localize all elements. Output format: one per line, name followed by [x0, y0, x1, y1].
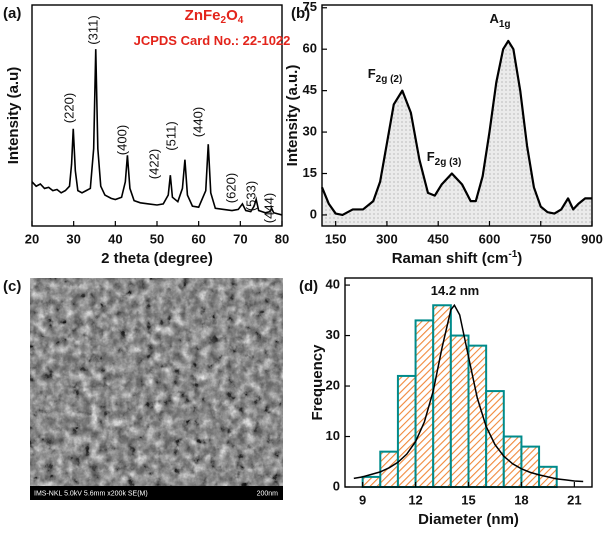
- x-tick-label: 12: [408, 492, 422, 507]
- annotation: F2g (3): [427, 149, 462, 167]
- annotation: 14.2 nm: [431, 283, 479, 298]
- y-tick-label: 30: [326, 327, 340, 342]
- y-axis-title: Intensity (a.u.): [284, 65, 301, 167]
- area-fill: [322, 40, 592, 226]
- text-part: 4: [238, 15, 244, 26]
- histogram-bar: [379, 450, 399, 488]
- histogram-bar: [432, 304, 452, 488]
- sem-caption: IMS-NKL 5.0kV 5.6mm x200k SE(M): [34, 490, 148, 497]
- x-tick-label: 30: [66, 231, 80, 246]
- x-tick-label: 150: [325, 231, 347, 246]
- annotation: ZnFe2O4: [185, 7, 244, 26]
- xrd-line: [31, 49, 283, 216]
- text-part: 2g: [435, 157, 447, 168]
- peak-label: (444): [261, 193, 276, 223]
- x-tick-label: 21: [567, 492, 581, 507]
- peak-label: (422): [146, 149, 161, 179]
- y-tick-label: 30: [303, 124, 317, 139]
- text-part: A: [489, 11, 499, 26]
- peak-label: (311): [85, 15, 100, 44]
- peak-label: (533): [243, 181, 258, 211]
- peak-label: (620): [223, 173, 238, 203]
- histogram-bar: [396, 374, 417, 488]
- sem-image: [30, 278, 283, 486]
- text-part: 14.2 nm: [431, 283, 479, 298]
- y-axis-title: Frequency: [309, 344, 326, 421]
- raman-line: [320, 39, 592, 217]
- y-tick-label: 45: [303, 82, 317, 97]
- annotation: JCPDS Card No.: 22-1022: [134, 33, 291, 48]
- x-axis-title: Raman shift (cm-1): [392, 249, 523, 267]
- text-part: (3): [446, 157, 461, 168]
- x-axis-title: Diameter (nm): [418, 511, 519, 528]
- text-part: (2): [387, 74, 402, 85]
- panel-label: (b): [291, 5, 310, 22]
- x-tick-label: 9: [359, 492, 366, 507]
- fit-curve: [353, 303, 584, 483]
- x-tick-label: 40: [108, 231, 122, 246]
- y-tick-label: 20: [326, 377, 340, 392]
- x-tick-label: 900: [581, 231, 603, 246]
- text-part: JCPDS Card No.: 22-1022: [134, 33, 291, 48]
- annotation: F2g (2): [368, 66, 403, 84]
- scale-bar-label: 200nm: [257, 490, 279, 497]
- peak-label: (511): [163, 121, 178, 150]
- text-part: F: [427, 149, 435, 164]
- text-part: 2g: [376, 74, 388, 85]
- y-tick-label: 75: [303, 0, 317, 14]
- x-tick-label: 80: [275, 231, 289, 246]
- panel-label: (a): [3, 5, 21, 22]
- panel-label: (d): [299, 278, 318, 295]
- annotation: A1g: [489, 11, 510, 29]
- histogram-bar: [414, 319, 435, 488]
- x-tick-label: 750: [530, 231, 552, 246]
- y-tick-label: 60: [303, 41, 317, 56]
- x-tick-label: 300: [376, 231, 398, 246]
- y-axis-title: Intensity (a.u): [5, 67, 22, 165]
- histogram-bar: [485, 390, 505, 488]
- x-tick-label: 60: [191, 231, 205, 246]
- sem-panel: IMS-NKL 5.0kV 5.6mm x200k SE(M) 200nm (c…: [3, 278, 283, 500]
- peak-label: (220): [61, 93, 76, 123]
- x-tick-label: 18: [514, 492, 528, 507]
- histogram-bar: [361, 475, 382, 488]
- y-tick-label: 10: [326, 428, 340, 443]
- x-tick-label: 600: [479, 231, 501, 246]
- x-tick-label: 15: [461, 492, 475, 507]
- histogram-bar: [502, 435, 523, 488]
- x-tick-label: 450: [427, 231, 449, 246]
- y-tick-label: 40: [326, 277, 340, 292]
- text-part: F: [368, 66, 376, 81]
- text-part: ZnFe: [185, 7, 221, 24]
- text-part: -1: [508, 249, 517, 260]
- peak-label: (400): [114, 125, 129, 155]
- histogram-bar: [520, 445, 541, 488]
- x-tick-label: 70: [233, 231, 247, 246]
- y-tick-label: 0: [333, 478, 340, 493]
- x-tick-label: 20: [25, 231, 39, 246]
- text-part: 1g: [499, 19, 511, 30]
- plot-frame: [321, 4, 593, 227]
- text-part: Raman shift (cm: [392, 250, 509, 267]
- peak-label: (440): [190, 107, 205, 137]
- y-tick-label: 15: [303, 165, 317, 180]
- panel-label: (c): [3, 278, 21, 295]
- histogram-bar: [449, 334, 470, 488]
- caption-bar: [30, 486, 283, 500]
- text-part: O: [226, 7, 238, 24]
- y-tick-label: 0: [310, 206, 317, 221]
- text-part: 2: [221, 15, 227, 26]
- x-axis-title: 2 theta (degree): [101, 250, 213, 267]
- text-part: ): [517, 250, 522, 267]
- x-tick-label: 50: [150, 231, 164, 246]
